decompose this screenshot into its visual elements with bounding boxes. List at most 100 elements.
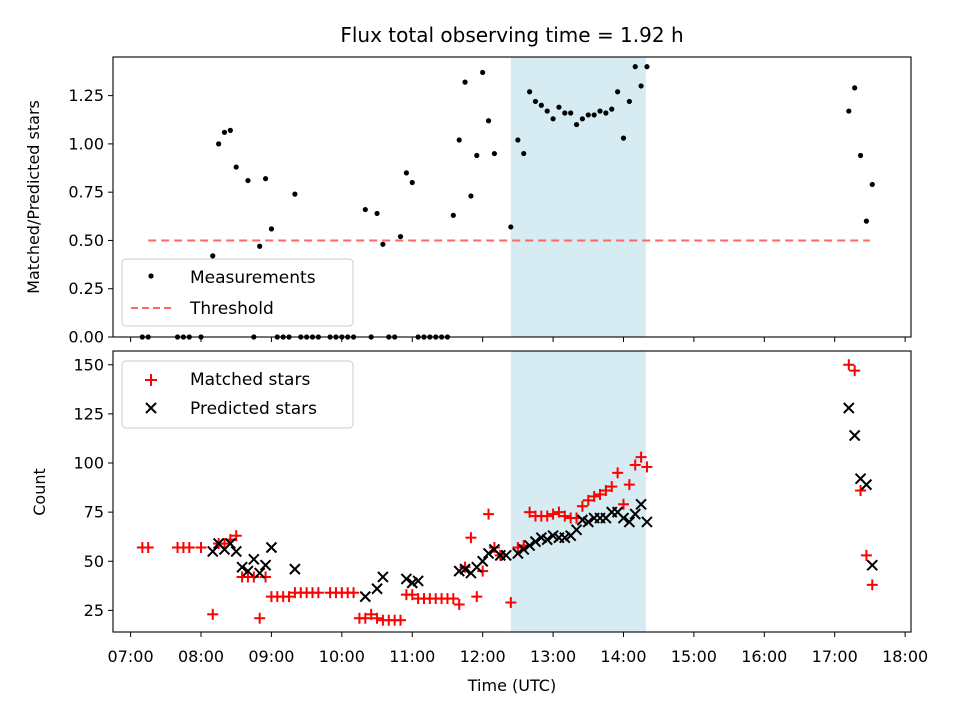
predicted-stars-point xyxy=(253,567,266,579)
top-y-axis: 0.00 0.25 0.50 0.75 1.00 1.25 xyxy=(68,86,113,347)
predicted-stars-point xyxy=(476,555,489,567)
x-tick-label: 14:00 xyxy=(600,647,646,666)
matched-stars-point xyxy=(483,508,495,520)
legend-measurements-label: Measurements xyxy=(190,268,316,288)
predicted-stars-point xyxy=(459,563,471,575)
matched-stars-point xyxy=(142,542,154,554)
predicted-stars-point xyxy=(529,535,542,548)
matched-stars-point xyxy=(207,608,219,620)
measurements-point xyxy=(638,83,644,89)
measurements-point xyxy=(846,108,852,114)
top-y-tick-label: 1.00 xyxy=(68,134,104,153)
matched-stars-point xyxy=(447,593,459,605)
matched-stars-point xyxy=(600,485,612,497)
measurements-point xyxy=(216,141,222,147)
top-legend: Measurements Threshold xyxy=(121,258,354,327)
x-axis-label: Time (UTC) xyxy=(467,676,556,695)
matched-stars-point xyxy=(849,365,861,377)
matched-stars-point xyxy=(617,498,629,510)
chart-title: Flux total observing time = 1.92 h xyxy=(340,23,683,47)
measurements-point xyxy=(585,112,591,118)
matched-stars-point xyxy=(612,467,624,479)
top-y-tick-label: 0.50 xyxy=(68,231,104,250)
matched-stars-point xyxy=(623,479,635,491)
measurements-point xyxy=(362,206,368,213)
matched-stars-point xyxy=(559,510,571,522)
x-tick-label: 15:00 xyxy=(671,647,717,666)
bottom-y-tick-label: 25 xyxy=(84,601,104,620)
predicted-stars-point xyxy=(377,571,389,583)
measurements-point xyxy=(869,181,875,188)
x-tick-label: 16:00 xyxy=(741,647,787,666)
measurements-point xyxy=(615,89,621,95)
x-tick-label: 18:00 xyxy=(882,647,928,666)
x-tick-label: 11:00 xyxy=(389,647,435,666)
predicted-stars-point xyxy=(860,478,873,491)
predicted-stars-point xyxy=(843,402,855,414)
measurements-point xyxy=(485,118,492,124)
matched-stars-point xyxy=(459,561,471,573)
legend-matched-marker xyxy=(145,374,157,386)
matched-stars-point xyxy=(312,587,324,599)
measurements-point xyxy=(644,64,650,70)
measurements-point xyxy=(210,253,216,259)
measurements-point xyxy=(450,212,456,218)
measurements-point xyxy=(468,193,474,199)
bottom-y-tick-label: 100 xyxy=(73,454,104,473)
predicted-stars-point xyxy=(371,583,383,595)
measurements-point xyxy=(532,98,539,105)
bottom-axes-frame xyxy=(112,350,912,633)
measurements-point xyxy=(863,218,870,224)
x-tick-label: 10:00 xyxy=(319,647,365,666)
bottom-x-axis: 07:00 08:00 09:00 10:00 11:00 12:00 13:00 14:00… xyxy=(108,632,928,666)
measurements-point xyxy=(397,233,404,240)
bottom-y-tick-label: 150 xyxy=(73,355,104,374)
top-y-tick-label: 0.00 xyxy=(68,328,104,347)
measurements-point xyxy=(380,241,386,247)
predicted-stars-point xyxy=(242,565,254,577)
top-axes-frame xyxy=(112,56,912,338)
predicted-stars-point xyxy=(582,516,594,528)
matched-stars-point xyxy=(195,542,207,554)
predicted-stars-point xyxy=(500,549,512,562)
predicted-stars-point xyxy=(482,547,495,560)
measurements-point xyxy=(527,89,533,95)
matched-stars-point xyxy=(471,591,483,603)
predicted-stars-point xyxy=(359,590,372,603)
measurements-point xyxy=(521,150,527,157)
measurements-point xyxy=(245,177,251,184)
matched-stars-point xyxy=(453,598,465,610)
matched-stars-point xyxy=(477,565,489,577)
matched-stars-point xyxy=(855,485,867,497)
matched-stars-point xyxy=(629,459,641,471)
matched-stars-point xyxy=(594,488,606,500)
matched-stars-point xyxy=(395,614,407,626)
matched-stars-point xyxy=(606,481,618,493)
legend-threshold-label: Threshold xyxy=(189,299,274,319)
measurements-point xyxy=(626,98,632,105)
bottom-observing-span xyxy=(510,351,646,632)
matched-stars-point xyxy=(553,506,565,518)
measurements-point xyxy=(462,79,468,85)
measurements-point xyxy=(474,152,480,159)
matched-stars-point xyxy=(218,538,230,550)
predicted-stars-point xyxy=(400,573,413,585)
matched-stars-point xyxy=(254,612,266,624)
bottom-y-tick-label: 50 xyxy=(84,552,104,571)
matched-stars-point xyxy=(843,359,855,371)
measurements-point xyxy=(556,104,562,110)
predicted-stars-point xyxy=(617,512,630,524)
bottom-panel: 25 50 75 100 125 150 07:00 08:00 09:00 10:00 11:0… xyxy=(30,350,928,695)
measurements-point xyxy=(857,152,864,159)
measurements-point xyxy=(550,116,556,122)
measurements-point xyxy=(491,150,497,157)
matched-stars-point xyxy=(541,510,553,522)
measurements-point xyxy=(268,226,275,232)
top-legend-frame xyxy=(121,258,354,327)
matched-stars-point xyxy=(488,542,500,554)
top-observing-span xyxy=(510,57,646,337)
matched-stars-point xyxy=(582,494,594,506)
measurements-point xyxy=(544,108,550,114)
matched-stars-point xyxy=(365,608,377,620)
legend-measurements-marker xyxy=(148,273,154,279)
